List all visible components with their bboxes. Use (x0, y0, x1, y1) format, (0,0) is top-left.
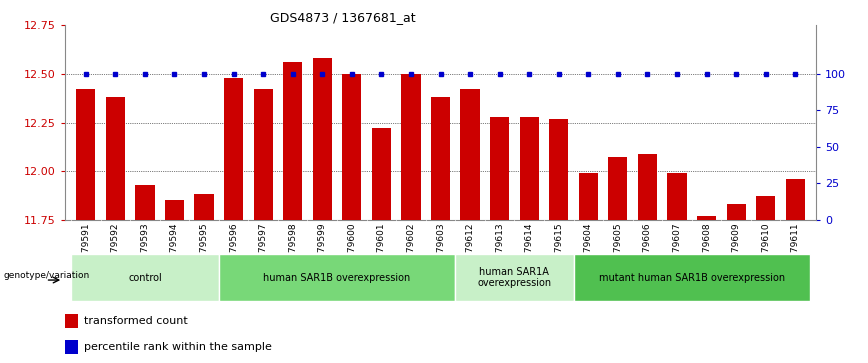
Bar (194, 194, 214, 220)
Bar (106, 97, 125, 220)
Bar (76, 90, 95, 220)
Bar (608, 158, 628, 220)
Text: human SAR1B overexpression: human SAR1B overexpression (263, 273, 411, 283)
Bar (342, 74, 361, 220)
Bar (372, 129, 391, 220)
Text: transformed count: transformed count (84, 316, 187, 326)
Bar (520, 117, 539, 220)
Bar (401, 74, 421, 220)
Text: genotype/variation: genotype/variation (3, 271, 89, 280)
Text: mutant human SAR1B overexpression: mutant human SAR1B overexpression (599, 273, 785, 283)
Bar (574, 254, 810, 301)
Text: control: control (128, 273, 161, 283)
Bar (579, 173, 598, 220)
Bar (312, 58, 332, 220)
Text: human SAR1A
overexpression: human SAR1A overexpression (477, 267, 551, 289)
Bar (135, 185, 155, 220)
Bar (71, 254, 219, 301)
Bar (727, 204, 746, 220)
Text: percentile rank within the sample: percentile rank within the sample (84, 342, 272, 352)
Bar (490, 117, 510, 220)
Bar (549, 119, 569, 220)
Bar (786, 179, 805, 220)
Bar (253, 90, 273, 220)
Bar (65, 314, 78, 328)
Bar (65, 340, 78, 354)
Bar (756, 196, 775, 220)
Bar (456, 254, 574, 301)
Bar (667, 173, 687, 220)
Text: GDS4873 / 1367681_at: GDS4873 / 1367681_at (270, 11, 416, 24)
Bar (224, 78, 243, 220)
Bar (460, 90, 480, 220)
Bar (283, 62, 302, 220)
Bar (431, 97, 450, 220)
Bar (219, 254, 456, 301)
Bar (165, 200, 184, 220)
Bar (697, 216, 716, 220)
Bar (638, 154, 657, 220)
